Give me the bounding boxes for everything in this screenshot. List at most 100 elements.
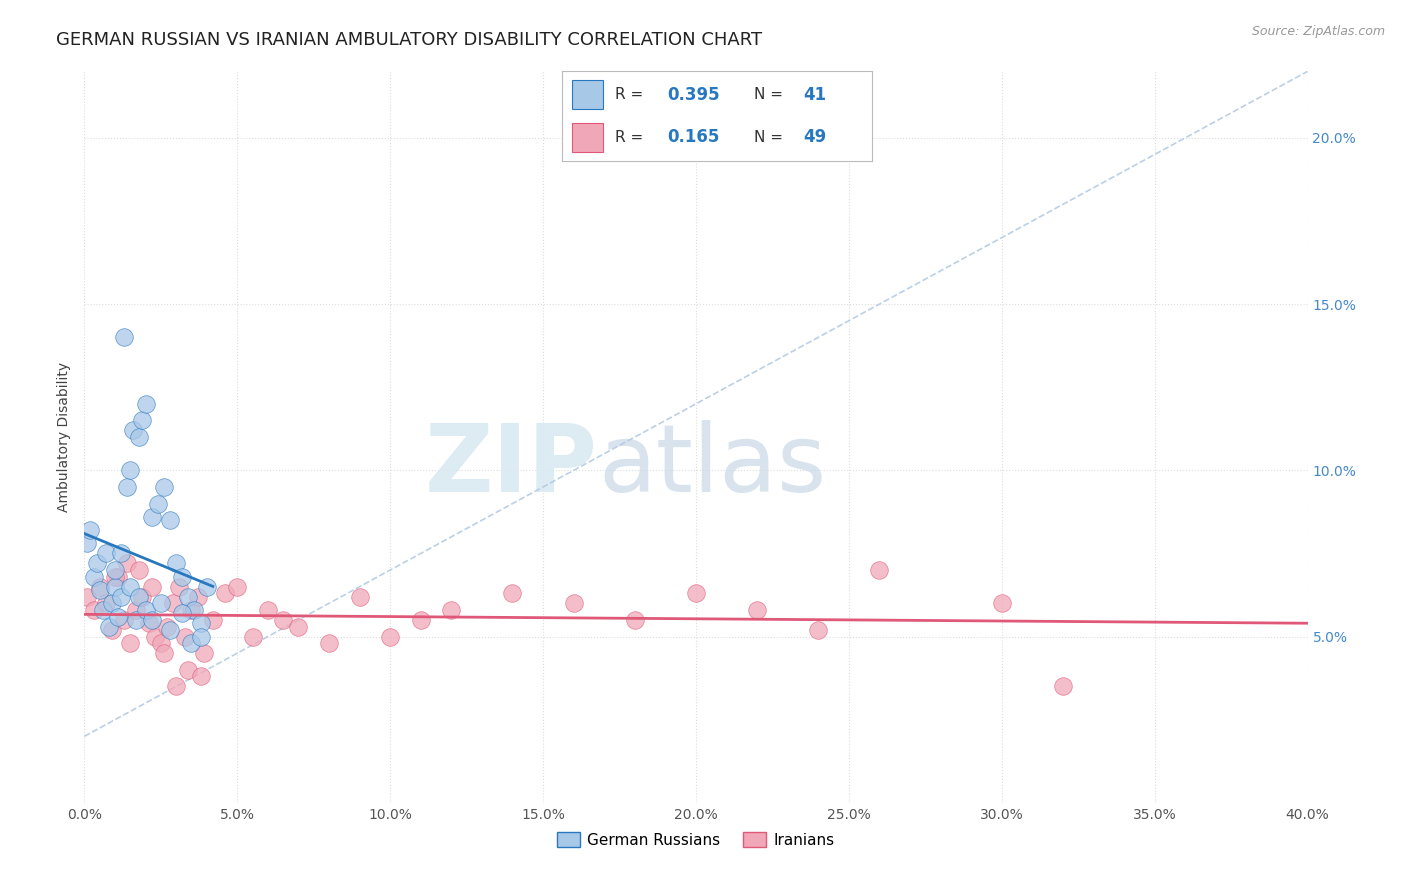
Point [122, 424, 145, 438]
Point [101, 623, 124, 637]
Point [91, 603, 114, 617]
Point [76, 536, 98, 550]
FancyBboxPatch shape [572, 80, 603, 109]
Point [115, 557, 138, 571]
Point [991, 596, 1014, 610]
Point [177, 590, 200, 604]
Text: 49: 49 [804, 128, 827, 146]
Point [162, 596, 184, 610]
Point [94, 596, 117, 610]
Point [193, 646, 215, 660]
Point [172, 607, 194, 621]
Point [201, 613, 224, 627]
Point [167, 580, 190, 594]
Point [226, 580, 249, 594]
Text: ZIP: ZIP [425, 420, 598, 512]
Point [131, 590, 153, 604]
Point [138, 616, 160, 631]
Point [195, 580, 218, 594]
Point [747, 603, 769, 617]
Point [624, 613, 647, 627]
Point [141, 509, 163, 524]
Point [104, 580, 127, 594]
Point [94, 546, 117, 560]
Point [104, 563, 127, 577]
Text: N =: N = [754, 130, 787, 145]
Point [190, 669, 212, 683]
Point [128, 563, 150, 577]
Point [183, 603, 205, 617]
Point [107, 609, 129, 624]
Point [159, 513, 181, 527]
Point [101, 596, 124, 610]
FancyBboxPatch shape [572, 123, 603, 152]
Point [115, 480, 138, 494]
Point [107, 570, 129, 584]
Point [143, 630, 166, 644]
Legend: German Russians, Iranians: German Russians, Iranians [551, 825, 841, 854]
Point [149, 596, 172, 610]
Point [502, 586, 524, 600]
Point [120, 463, 142, 477]
Point [174, 630, 197, 644]
Point [97, 619, 120, 633]
Point [128, 430, 150, 444]
Point [380, 630, 402, 644]
Point [214, 586, 236, 600]
Point [131, 413, 153, 427]
Point [104, 570, 127, 584]
Point [271, 613, 294, 627]
Point [156, 619, 179, 633]
Point [180, 603, 202, 617]
Point [89, 582, 111, 597]
Point [120, 580, 142, 594]
Point [125, 613, 148, 627]
Point [562, 596, 585, 610]
Point [141, 613, 163, 627]
Point [76, 590, 98, 604]
Point [135, 397, 157, 411]
Text: 41: 41 [804, 86, 827, 103]
Point [146, 497, 169, 511]
Point [1052, 680, 1074, 694]
Text: R =: R = [614, 87, 648, 102]
Point [112, 613, 135, 627]
Text: GERMAN RUSSIAN VS IRANIAN AMBULATORY DISABILITY CORRELATION CHART: GERMAN RUSSIAN VS IRANIAN AMBULATORY DIS… [56, 31, 762, 49]
Point [153, 646, 176, 660]
Point [112, 330, 135, 344]
Point [440, 603, 463, 617]
Point [807, 623, 830, 637]
Text: atlas: atlas [598, 420, 827, 512]
Point [120, 636, 142, 650]
Point [190, 616, 212, 631]
Point [153, 480, 176, 494]
Point [125, 603, 148, 617]
Point [409, 613, 432, 627]
Point [83, 603, 105, 617]
Text: R =: R = [614, 130, 648, 145]
Point [110, 590, 132, 604]
Point [165, 557, 187, 571]
Point [685, 586, 707, 600]
Point [141, 580, 163, 594]
Point [110, 546, 132, 560]
Point [149, 636, 172, 650]
Y-axis label: Ambulatory Disability: Ambulatory Disability [58, 362, 72, 512]
Point [318, 636, 340, 650]
Point [186, 590, 208, 604]
Point [190, 630, 212, 644]
Point [159, 623, 181, 637]
Point [135, 603, 157, 617]
Point [79, 523, 101, 537]
Point [180, 636, 202, 650]
Text: 0.395: 0.395 [668, 86, 720, 103]
Text: Source: ZipAtlas.com: Source: ZipAtlas.com [1251, 25, 1385, 38]
Point [165, 680, 187, 694]
Point [86, 557, 108, 571]
Point [242, 630, 264, 644]
Text: 0.165: 0.165 [668, 128, 720, 146]
Point [287, 619, 309, 633]
Text: N =: N = [754, 87, 787, 102]
Point [83, 570, 105, 584]
Point [177, 663, 200, 677]
